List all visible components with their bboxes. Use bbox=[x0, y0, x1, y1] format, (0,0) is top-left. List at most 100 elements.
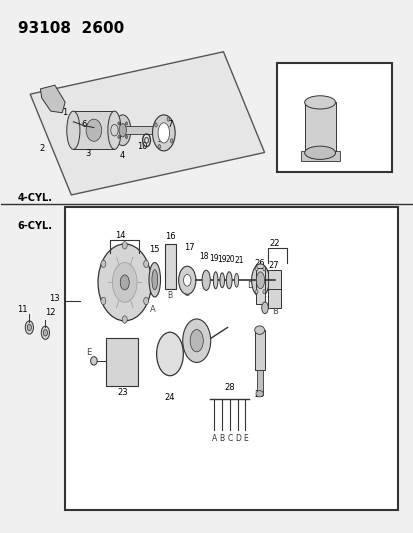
Text: 10: 10 bbox=[136, 142, 147, 151]
Ellipse shape bbox=[251, 264, 268, 297]
Text: B: B bbox=[271, 307, 277, 316]
Ellipse shape bbox=[122, 316, 127, 323]
Text: 3: 3 bbox=[85, 149, 90, 158]
Text: 13: 13 bbox=[50, 294, 60, 303]
Text: 6-CYL.: 6-CYL. bbox=[18, 221, 53, 231]
Bar bbox=[304, 102, 335, 153]
Ellipse shape bbox=[170, 139, 173, 143]
Ellipse shape bbox=[226, 272, 232, 289]
Ellipse shape bbox=[167, 117, 169, 121]
Polygon shape bbox=[30, 52, 264, 195]
Text: 24: 24 bbox=[164, 393, 175, 402]
Ellipse shape bbox=[120, 275, 129, 290]
Ellipse shape bbox=[158, 123, 169, 143]
Bar bbox=[267, 270, 281, 308]
Text: 4-CYL.: 4-CYL. bbox=[18, 192, 53, 203]
Ellipse shape bbox=[219, 273, 224, 288]
Text: 15: 15 bbox=[149, 245, 160, 254]
Text: B: B bbox=[167, 292, 172, 301]
Text: 1: 1 bbox=[62, 108, 68, 117]
Ellipse shape bbox=[304, 96, 335, 109]
Text: D: D bbox=[235, 434, 241, 443]
Text: 93108  2600: 93108 2600 bbox=[18, 21, 124, 36]
Text: 2: 2 bbox=[40, 144, 45, 154]
Ellipse shape bbox=[118, 122, 120, 125]
Bar bbox=[73, 111, 114, 149]
Bar bbox=[106, 338, 138, 386]
Ellipse shape bbox=[101, 297, 106, 305]
Text: A: A bbox=[150, 305, 155, 314]
Text: 26: 26 bbox=[253, 260, 264, 268]
Text: 6: 6 bbox=[81, 120, 86, 129]
Text: 8: 8 bbox=[286, 127, 291, 136]
Ellipse shape bbox=[101, 260, 106, 268]
Ellipse shape bbox=[125, 122, 127, 125]
Ellipse shape bbox=[255, 391, 263, 397]
Text: 5: 5 bbox=[157, 135, 162, 144]
Ellipse shape bbox=[66, 111, 80, 149]
Text: D: D bbox=[246, 281, 253, 290]
Polygon shape bbox=[40, 85, 65, 113]
Text: 7: 7 bbox=[167, 120, 172, 129]
Bar bbox=[300, 151, 339, 161]
Bar bbox=[254, 330, 264, 370]
Text: C: C bbox=[183, 288, 188, 297]
Text: A: A bbox=[211, 434, 216, 443]
Ellipse shape bbox=[152, 115, 175, 151]
Ellipse shape bbox=[183, 274, 190, 286]
Ellipse shape bbox=[213, 272, 217, 289]
Bar bbox=[65, 207, 397, 511]
Text: 17: 17 bbox=[183, 243, 194, 252]
Text: 22: 22 bbox=[269, 239, 280, 248]
Ellipse shape bbox=[25, 321, 33, 334]
Ellipse shape bbox=[149, 263, 160, 297]
Ellipse shape bbox=[190, 329, 203, 352]
Ellipse shape bbox=[43, 329, 47, 336]
Ellipse shape bbox=[112, 263, 137, 302]
Text: 28: 28 bbox=[224, 383, 234, 392]
Bar bbox=[165, 244, 176, 289]
Text: E: E bbox=[242, 434, 247, 443]
Ellipse shape bbox=[114, 115, 131, 146]
Ellipse shape bbox=[98, 244, 151, 321]
Bar bbox=[255, 268, 264, 304]
Ellipse shape bbox=[86, 119, 102, 141]
Ellipse shape bbox=[125, 135, 127, 139]
Text: 25: 25 bbox=[254, 390, 264, 399]
Text: 23: 23 bbox=[117, 387, 127, 397]
Ellipse shape bbox=[152, 270, 157, 290]
Text: 20: 20 bbox=[225, 255, 235, 264]
Text: 27: 27 bbox=[268, 261, 279, 270]
Text: 19: 19 bbox=[209, 254, 218, 263]
Bar bbox=[256, 370, 262, 394]
Text: 18: 18 bbox=[199, 252, 208, 261]
Ellipse shape bbox=[156, 332, 183, 376]
Ellipse shape bbox=[304, 146, 335, 159]
Text: 14: 14 bbox=[115, 231, 126, 240]
Ellipse shape bbox=[119, 124, 126, 137]
Bar bbox=[122, 126, 153, 134]
Bar bbox=[276, 63, 391, 172]
Ellipse shape bbox=[182, 319, 210, 362]
Ellipse shape bbox=[254, 326, 264, 334]
Ellipse shape bbox=[262, 266, 265, 271]
Text: B: B bbox=[219, 434, 224, 443]
Text: E: E bbox=[86, 348, 91, 357]
Ellipse shape bbox=[255, 289, 257, 294]
Text: C: C bbox=[227, 434, 232, 443]
Ellipse shape bbox=[178, 266, 195, 294]
Ellipse shape bbox=[90, 357, 97, 365]
Ellipse shape bbox=[261, 302, 268, 314]
Ellipse shape bbox=[41, 326, 50, 340]
Text: 16: 16 bbox=[164, 232, 175, 241]
Text: 9: 9 bbox=[341, 148, 347, 157]
Text: 4: 4 bbox=[120, 151, 125, 160]
Ellipse shape bbox=[234, 273, 238, 287]
Ellipse shape bbox=[262, 289, 265, 294]
Ellipse shape bbox=[108, 111, 121, 149]
Text: 21: 21 bbox=[234, 256, 243, 265]
Text: 12: 12 bbox=[45, 308, 56, 317]
Ellipse shape bbox=[202, 270, 210, 290]
Ellipse shape bbox=[118, 135, 120, 139]
Ellipse shape bbox=[158, 144, 160, 149]
